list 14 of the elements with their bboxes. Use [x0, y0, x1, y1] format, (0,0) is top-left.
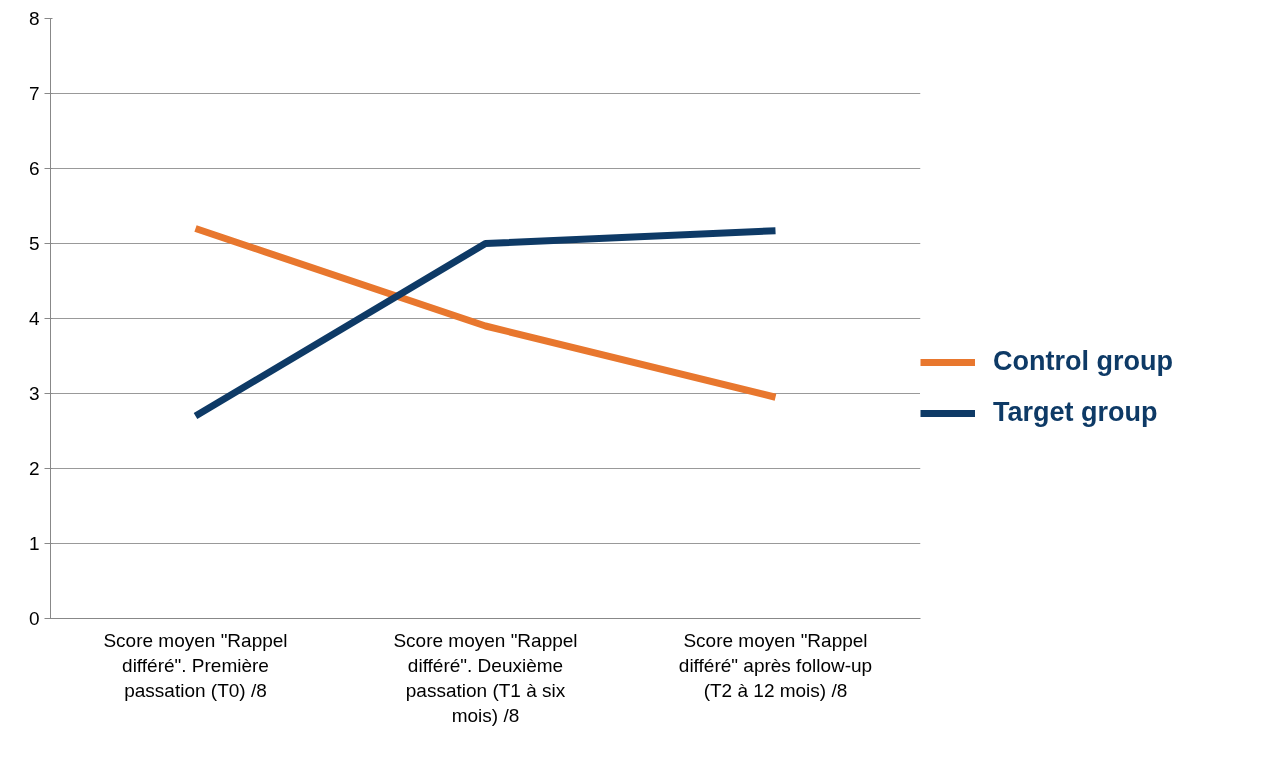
- legend-label: Target group: [993, 397, 1158, 428]
- legend-label: Control group: [993, 346, 1173, 377]
- y-tick-label: 3: [28, 383, 40, 404]
- y-tick-label: 8: [28, 8, 40, 29]
- y-tick-label: 2: [28, 458, 40, 479]
- y-tick-label: 5: [28, 233, 40, 254]
- y-tick-label: 0: [28, 608, 40, 629]
- x-tick-label: Score moyen "Rappel différé". Deuxième passation (T1 à six mois) /8: [393, 629, 578, 727]
- y-tick-label: 7: [28, 83, 40, 104]
- x-tick-label: Score moyen "Rappel différé" après follow-up (T2 à 12 mois) /8: [678, 629, 873, 701]
- y-tick-label: 6: [28, 158, 40, 179]
- y-tick-label: 1: [28, 533, 40, 554]
- x-tick-label: Score moyen "Rappel différé". Première passation (T0) /8: [103, 629, 288, 701]
- y-tick-label: 4: [28, 308, 40, 329]
